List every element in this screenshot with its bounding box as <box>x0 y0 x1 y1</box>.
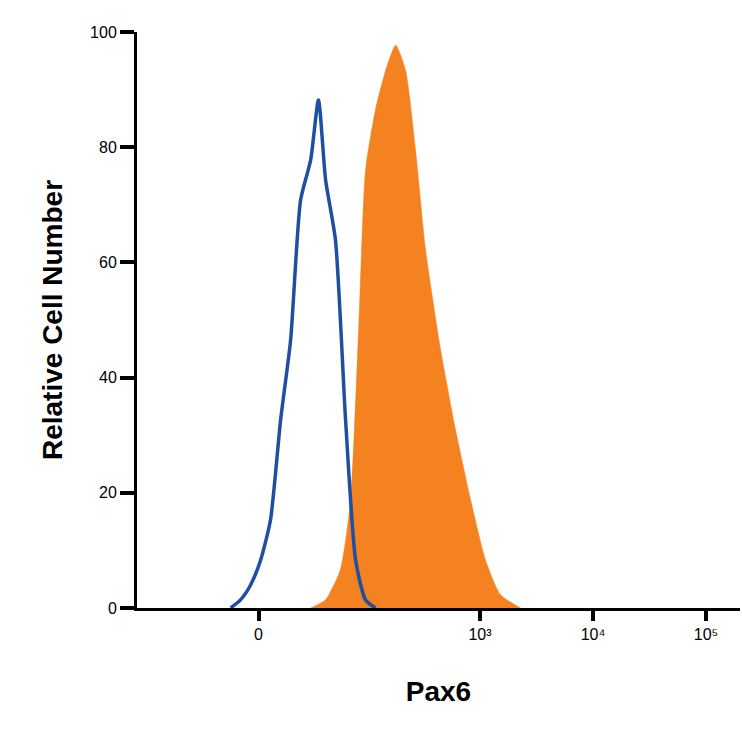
svg-text:Pax6: Pax6 <box>406 676 471 707</box>
svg-text:0: 0 <box>108 600 117 617</box>
svg-text:10⁴: 10⁴ <box>581 626 606 643</box>
svg-text:80: 80 <box>99 139 117 156</box>
svg-text:Relative Cell Number: Relative Cell Number <box>37 180 68 460</box>
svg-text:10⁵: 10⁵ <box>694 626 718 643</box>
svg-text:10³: 10³ <box>468 626 492 643</box>
svg-text:0: 0 <box>254 626 263 643</box>
svg-text:20: 20 <box>99 484 117 501</box>
svg-text:60: 60 <box>99 254 117 271</box>
svg-text:100: 100 <box>90 24 117 41</box>
svg-text:40: 40 <box>99 369 117 386</box>
